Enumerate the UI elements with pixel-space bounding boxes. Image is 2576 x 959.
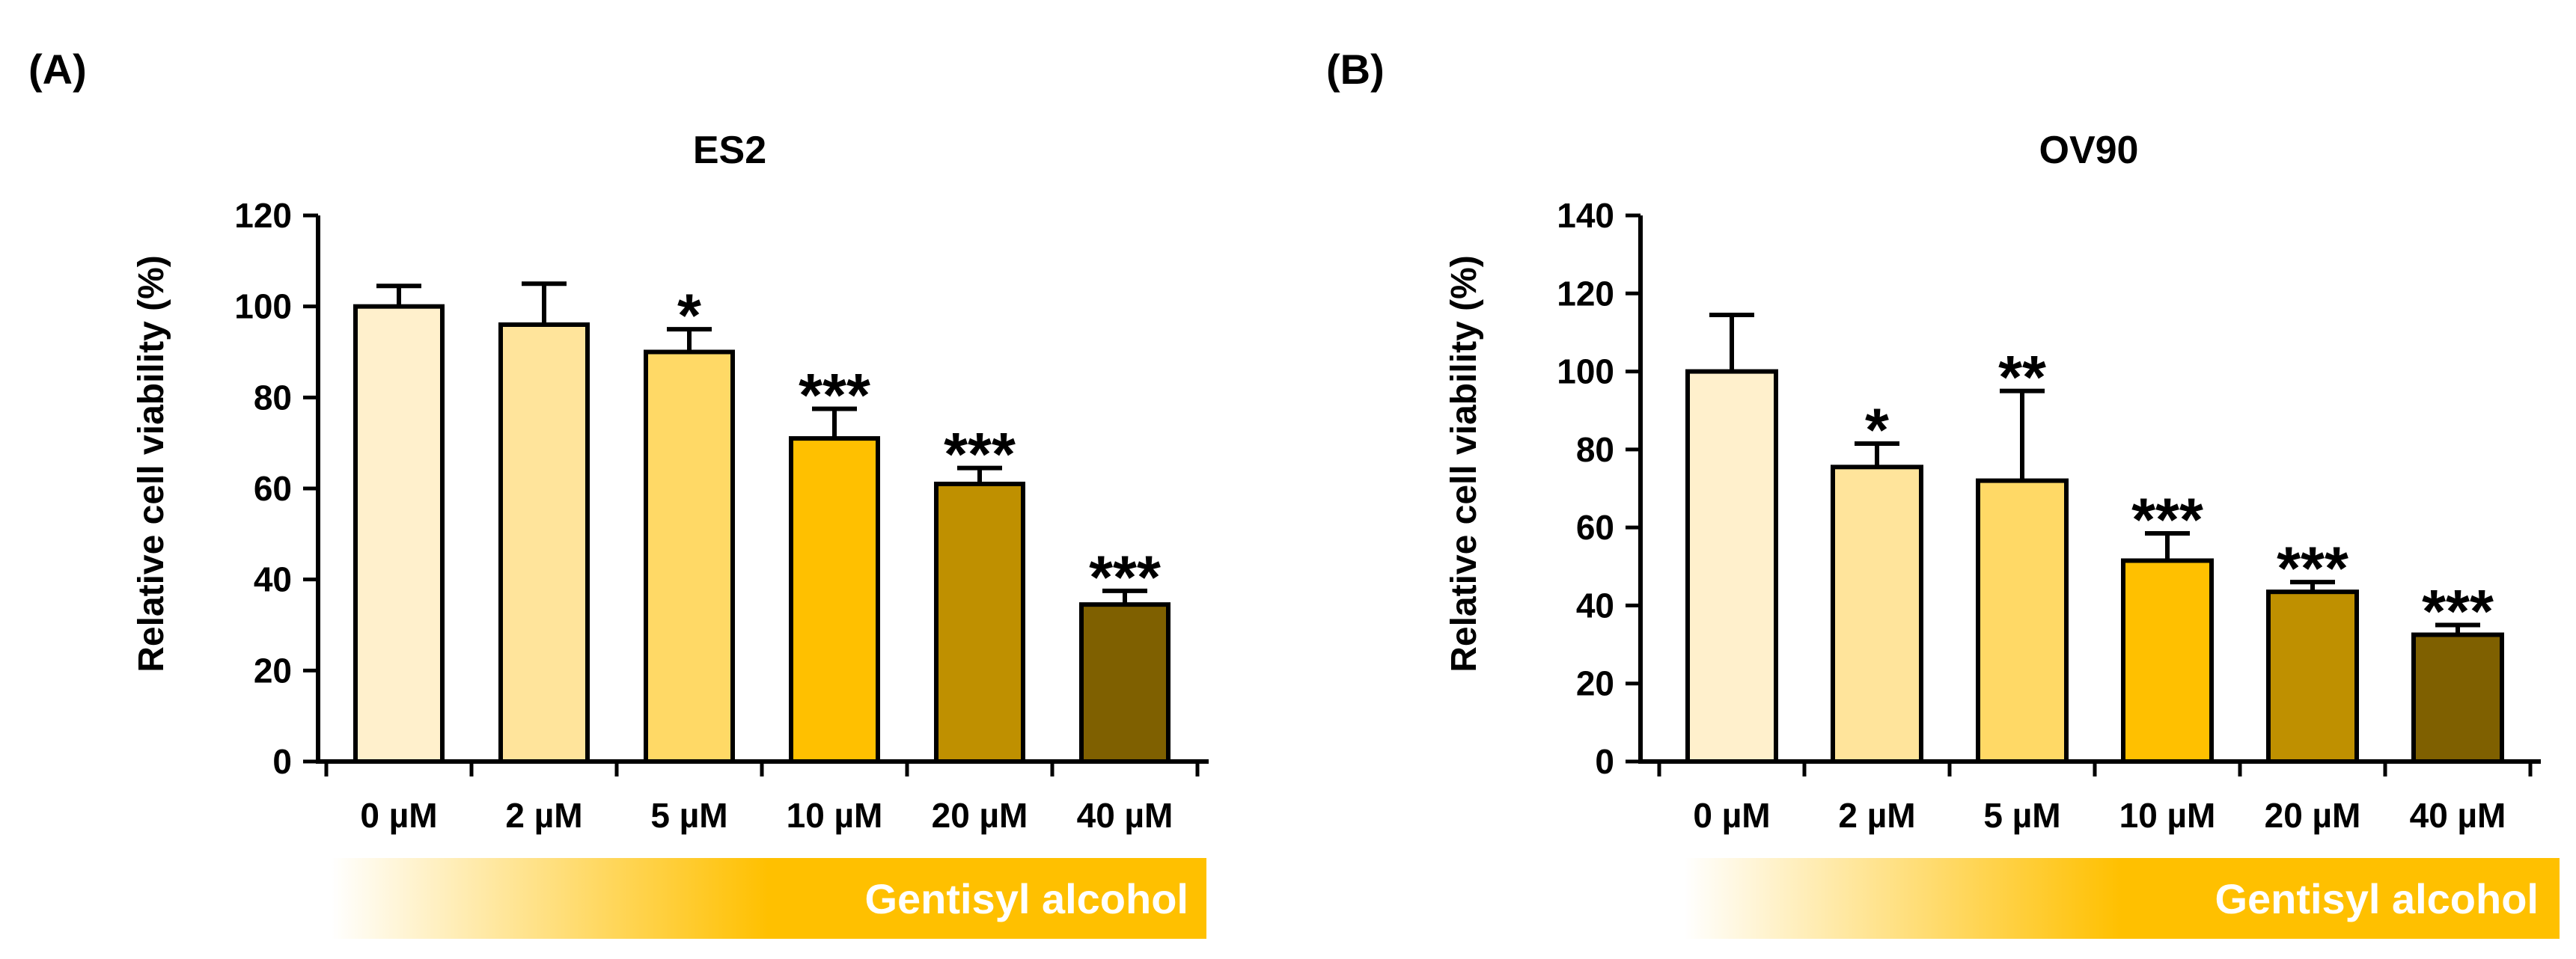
panel-b-y-tick-label: 140 xyxy=(1557,196,1614,235)
panel-a-significance-label: *** xyxy=(1089,544,1161,612)
panel-a-x-tick-label: 0 µM xyxy=(360,796,437,835)
panel-a-bar xyxy=(498,322,590,764)
panel-b-gradient-label: Gentisyl alcohol xyxy=(2215,875,2539,922)
panel-a-significance-label: *** xyxy=(944,421,1016,489)
panel-b-significance-label: ** xyxy=(1998,344,2046,412)
panel-a-x-tick-label: 2 µM xyxy=(505,796,582,835)
panel-a-bar xyxy=(353,304,445,764)
panel-b-bars: 0 µM * 2 µM ** 5 µM *** 10 µM *** 20 µM *** 40 µM xyxy=(1685,312,2506,835)
panel-b-bar xyxy=(2411,632,2504,764)
panel-a-y-tick-label: 20 xyxy=(254,651,292,690)
panel-a-y-tick-label: 40 xyxy=(254,560,292,599)
panel-b-bar xyxy=(1831,465,1923,764)
panel-a-axes: 0 20 40 60 80 100 120 xyxy=(234,196,1209,781)
panel-b-axes: 0 20 40 60 80 100 120 140 xyxy=(1557,196,2541,781)
panel-a-y-tick-label: 100 xyxy=(234,287,292,326)
panel-b-y-tick-label: 20 xyxy=(1576,664,1614,703)
panel-b-y-tick-label: 120 xyxy=(1557,274,1614,313)
panel-a-bar xyxy=(644,349,735,764)
panel-b-bar xyxy=(2121,558,2214,764)
panel-a: (A) ES2 Relative cell viability (%) 0 20 4… xyxy=(28,46,1209,939)
panel-a-x-tick-label: 40 µM xyxy=(1077,796,1173,835)
panel-b-x-tick-label: 0 µM xyxy=(1693,796,1770,835)
panel-b-x-tick-label: 10 µM xyxy=(2119,796,2216,835)
panel-b-title: OV90 xyxy=(2039,129,2139,172)
panel-b-x-tick-label: 2 µM xyxy=(1838,796,1915,835)
panel-a-gradient-label: Gentisyl alcohol xyxy=(864,875,1188,922)
panel-b-bar xyxy=(1976,478,2069,764)
panel-a-significance-label: *** xyxy=(799,362,870,430)
panel-b-y-tick-label: 100 xyxy=(1557,352,1614,391)
panel-b-significance-label: *** xyxy=(2131,486,2203,554)
panel-b-y-tick-label: 0 xyxy=(1595,742,1614,781)
panel-a-x-tick-label: 10 µM xyxy=(787,796,883,835)
panel-b-significance-label: * xyxy=(1865,396,1889,465)
panel-a-title: ES2 xyxy=(693,129,766,172)
panel-b-bar xyxy=(1685,369,1778,765)
panel-a-y-tick-label: 60 xyxy=(254,469,292,508)
panel-b-y-tick-label: 40 xyxy=(1576,586,1614,625)
panel-a-x-tick-label: 5 µM xyxy=(650,796,727,835)
panel-b: (B) OV90 Relative cell viability (%) 0 20… xyxy=(1326,46,2560,939)
panel-a-label: (A) xyxy=(28,46,87,93)
panel-a-x-tick-label: 20 µM xyxy=(932,796,1028,835)
panel-a-y-axis-label: Relative cell viability (%) xyxy=(132,255,171,672)
panel-a-y-tick-label: 120 xyxy=(234,196,292,235)
panel-b-y-axis-label: Relative cell viability (%) xyxy=(1444,255,1484,672)
panel-a-dose-gradient xyxy=(331,858,1206,939)
panel-b-bar xyxy=(2266,589,2359,765)
panel-a-y-tick-label: 0 xyxy=(272,742,292,781)
panel-b-x-tick-label: 40 µM xyxy=(2410,796,2506,835)
panel-b-y-tick-label: 60 xyxy=(1576,508,1614,547)
panel-b-label: (B) xyxy=(1326,46,1385,93)
panel-a-bar xyxy=(934,481,1025,765)
panel-a-y-tick-label: 80 xyxy=(254,378,292,417)
panel-a-bars: 0 µM 2 µM * 5 µM *** 10 µM *** 20 µM *** 40 µM xyxy=(353,281,1173,835)
panel-a-significance-label: * xyxy=(677,282,701,350)
panel-b-y-tick-label: 80 xyxy=(1576,430,1614,469)
panel-b-dose-gradient xyxy=(1684,858,2560,939)
panel-b-significance-label: *** xyxy=(2277,535,2348,603)
panel-b-x-tick-label: 20 µM xyxy=(2265,796,2361,835)
panel-b-significance-label: *** xyxy=(2422,578,2494,646)
panel-a-bar xyxy=(789,436,880,764)
panel-b-x-tick-label: 5 µM xyxy=(1983,796,2060,835)
panel-a-bar xyxy=(1079,602,1171,764)
